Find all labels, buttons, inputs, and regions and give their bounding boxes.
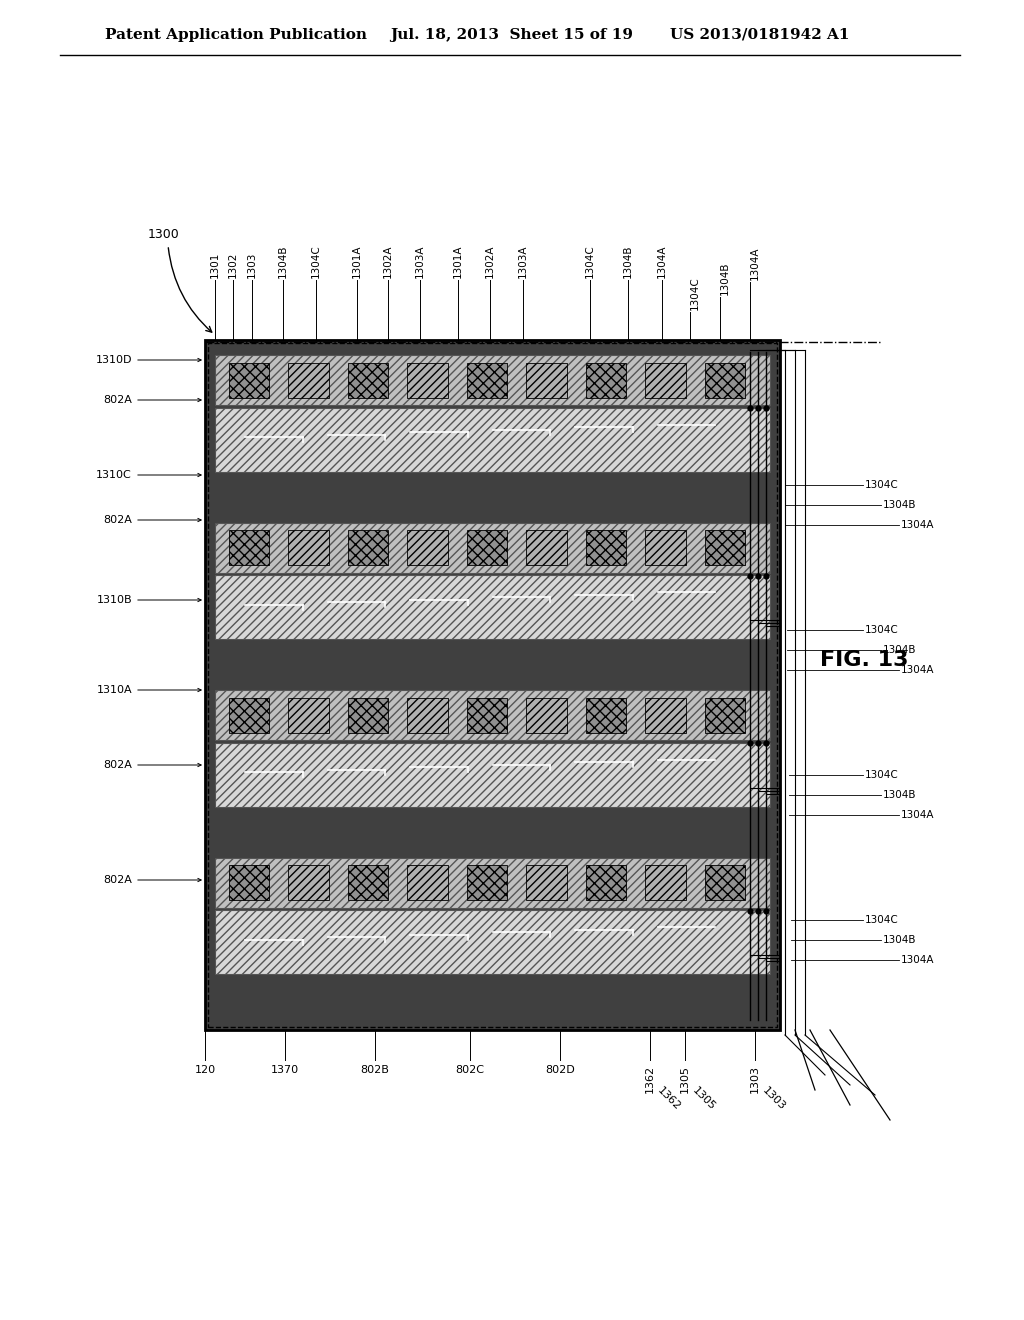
Text: FIG. 13: FIG. 13	[820, 649, 908, 671]
Text: 1304C: 1304C	[865, 915, 899, 925]
Bar	[205, 341, 780, 1030]
Bar	[645, 363, 686, 397]
Bar	[229, 363, 269, 397]
Bar	[348, 531, 388, 565]
Bar	[215, 408, 770, 471]
Text: 802C: 802C	[456, 1065, 484, 1074]
Bar	[467, 865, 507, 900]
Bar	[215, 743, 770, 807]
Text: 1370: 1370	[271, 1065, 299, 1074]
Text: 1301A: 1301A	[453, 244, 463, 279]
Text: 1362: 1362	[645, 1065, 655, 1093]
Text: 1303: 1303	[760, 1085, 786, 1111]
Text: 1304C: 1304C	[311, 244, 321, 279]
Bar	[705, 363, 745, 397]
Text: 1304A: 1304A	[901, 520, 935, 531]
Text: 1302A: 1302A	[485, 244, 495, 279]
Bar	[289, 363, 329, 397]
Bar	[705, 697, 745, 733]
Bar	[467, 363, 507, 397]
Text: 1304A: 1304A	[901, 954, 935, 965]
Bar	[586, 697, 626, 733]
Text: 1302A: 1302A	[383, 244, 393, 279]
Text: 1303A: 1303A	[518, 244, 528, 279]
Bar	[586, 531, 626, 565]
Text: 1304B: 1304B	[720, 261, 730, 294]
Text: 1304C: 1304C	[865, 624, 899, 635]
Text: Jul. 18, 2013  Sheet 15 of 19: Jul. 18, 2013 Sheet 15 of 19	[390, 28, 633, 42]
Text: 802A: 802A	[103, 760, 132, 770]
Text: 1362: 1362	[655, 1085, 682, 1111]
Text: 1310A: 1310A	[96, 685, 132, 696]
Text: 1305: 1305	[680, 1065, 690, 1093]
Bar	[215, 911, 770, 974]
Bar	[408, 697, 447, 733]
Bar	[215, 576, 770, 639]
Bar	[408, 865, 447, 900]
Bar	[467, 697, 507, 733]
Text: Patent Application Publication: Patent Application Publication	[105, 28, 367, 42]
Text: 1301: 1301	[210, 252, 220, 279]
Bar	[348, 865, 388, 900]
Bar	[705, 531, 745, 565]
Text: 1304A: 1304A	[901, 665, 935, 675]
Text: 1305: 1305	[690, 1085, 717, 1111]
Text: 802B: 802B	[360, 1065, 389, 1074]
Text: 1303: 1303	[247, 252, 257, 279]
Bar	[215, 355, 770, 405]
Bar	[526, 531, 566, 565]
Text: 1302: 1302	[228, 252, 238, 279]
Bar	[215, 690, 770, 741]
Text: 120: 120	[195, 1065, 216, 1074]
Text: 1303: 1303	[750, 1065, 760, 1093]
Bar	[229, 865, 269, 900]
Text: 1304B: 1304B	[883, 645, 916, 655]
Text: 1304B: 1304B	[623, 244, 633, 279]
Text: 1310B: 1310B	[96, 595, 132, 605]
Bar	[229, 531, 269, 565]
Text: US 2013/0181942 A1: US 2013/0181942 A1	[670, 28, 850, 42]
Text: 1304A: 1304A	[657, 244, 667, 279]
Text: 802A: 802A	[103, 875, 132, 884]
Text: 1303A: 1303A	[415, 244, 425, 279]
Text: 802A: 802A	[103, 515, 132, 525]
Text: 1304B: 1304B	[883, 935, 916, 945]
Text: 1304B: 1304B	[883, 500, 916, 510]
Bar	[467, 531, 507, 565]
Text: 1304C: 1304C	[865, 480, 899, 490]
Text: 1304C: 1304C	[690, 276, 700, 310]
Bar	[705, 865, 745, 900]
Bar	[526, 697, 566, 733]
Text: 802A: 802A	[103, 395, 132, 405]
Text: 1304A: 1304A	[901, 810, 935, 820]
Text: 802D: 802D	[545, 1065, 574, 1074]
Bar	[645, 697, 686, 733]
Bar	[215, 523, 770, 573]
Text: 1301A: 1301A	[352, 244, 362, 279]
Text: 1304B: 1304B	[278, 244, 288, 279]
Bar	[348, 363, 388, 397]
Bar	[289, 697, 329, 733]
Bar	[208, 343, 777, 1027]
Text: 1310C: 1310C	[96, 470, 132, 480]
Bar	[408, 531, 447, 565]
Bar	[289, 865, 329, 900]
Text: 1310D: 1310D	[95, 355, 132, 366]
Bar	[645, 865, 686, 900]
Text: 1304A: 1304A	[750, 247, 760, 280]
Text: 1304C: 1304C	[865, 770, 899, 780]
Text: 1300: 1300	[148, 228, 180, 242]
Bar	[348, 697, 388, 733]
Text: 1304C: 1304C	[585, 244, 595, 279]
Bar	[526, 363, 566, 397]
Bar	[215, 858, 770, 908]
Bar	[586, 363, 626, 397]
Bar	[645, 531, 686, 565]
Bar	[289, 531, 329, 565]
Bar	[586, 865, 626, 900]
Bar	[526, 865, 566, 900]
Bar	[229, 697, 269, 733]
Text: 1304B: 1304B	[883, 789, 916, 800]
Bar	[408, 363, 447, 397]
